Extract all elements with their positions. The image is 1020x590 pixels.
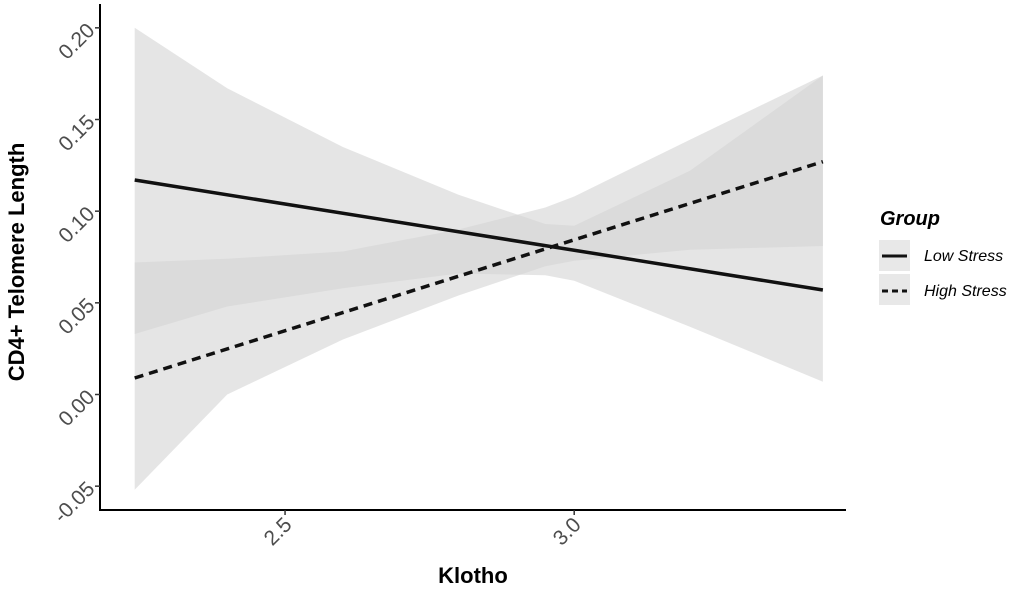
legend: Group Low Stress High Stress [879, 208, 1007, 305]
x-tick-label: 3.0 [549, 513, 586, 550]
legend-label-low-stress: Low Stress [924, 248, 1003, 265]
y-tick-label: 0.20 [54, 19, 99, 64]
legend-title: Group [880, 208, 940, 230]
y-tick-label: 0.15 [54, 111, 99, 156]
series-line-high-stress [134, 159, 824, 380]
y-tick-label: 0.00 [54, 386, 99, 431]
y-tick-label: 0.10 [54, 202, 99, 247]
legend-label-high-stress: High Stress [924, 283, 1007, 300]
y-axis-ticks: -0.05 0.00 0.05 0.10 0.15 0.20 [49, 19, 100, 527]
series-lines [134, 159, 824, 380]
x-axis-ticks: 2.5 3.0 [260, 510, 586, 550]
x-tick-label: 2.5 [260, 513, 297, 550]
x-axis-title: Klotho [438, 563, 508, 588]
confidence-bands [134, 27, 823, 490]
ci-band-high-stress [134, 75, 823, 490]
y-tick-label: 0.05 [54, 294, 99, 339]
y-axis-title: CD4+ Telomere Length [4, 143, 29, 382]
series-line-low-stress [134, 178, 824, 292]
y-tick-label: -0.05 [49, 477, 99, 527]
